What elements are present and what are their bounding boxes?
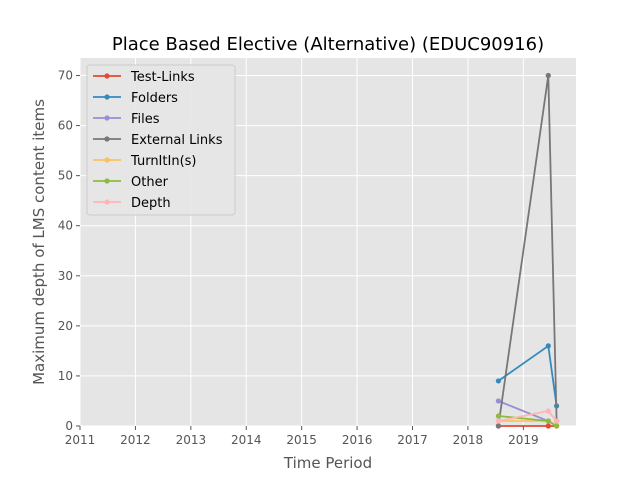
legend-marker bbox=[104, 136, 110, 142]
data-point bbox=[554, 418, 560, 424]
legend-label: Files bbox=[131, 112, 160, 127]
legend-marker bbox=[104, 73, 110, 79]
data-point bbox=[554, 423, 560, 429]
legend-label: TurnItIn(s) bbox=[130, 154, 196, 169]
legend-item: Files bbox=[93, 112, 160, 127]
data-point bbox=[545, 72, 551, 79]
x-tick-label: 2013 bbox=[176, 433, 207, 447]
legend-marker bbox=[104, 178, 110, 184]
data-point bbox=[495, 378, 502, 384]
legend-marker bbox=[104, 115, 110, 121]
legend-marker bbox=[104, 94, 110, 100]
x-tick-label: 2019 bbox=[508, 433, 539, 447]
legend-label: Folders bbox=[131, 91, 178, 106]
legend-item: External Links bbox=[93, 133, 223, 148]
x-tick-label: 2011 bbox=[65, 433, 96, 447]
y-tick-label: 0 bbox=[65, 419, 73, 433]
x-tick-label: 2018 bbox=[453, 433, 484, 447]
x-tick-label: 2012 bbox=[120, 433, 151, 447]
legend-label: External Links bbox=[131, 133, 223, 148]
y-axis-ticks: 0 10 20 30 40 50 60 70 bbox=[58, 69, 80, 433]
legend-item: Folders bbox=[93, 91, 178, 106]
x-tick-label: 2015 bbox=[286, 433, 317, 447]
legend-marker bbox=[104, 199, 110, 205]
x-axis-label: Time Period bbox=[283, 454, 372, 472]
data-point bbox=[545, 423, 551, 429]
data-point bbox=[545, 343, 551, 349]
legend-item: Test-Links bbox=[93, 70, 195, 85]
data-point bbox=[495, 423, 502, 429]
x-tick-label: 2016 bbox=[342, 433, 373, 447]
legend-label: Other bbox=[131, 175, 169, 190]
data-point bbox=[545, 418, 551, 424]
chart-title: Place Based Elective (Alternative) (EDUC… bbox=[112, 34, 544, 55]
series-depth bbox=[495, 408, 560, 424]
y-tick-label: 50 bbox=[58, 169, 73, 183]
grid-lines bbox=[79, 58, 576, 427]
data-point bbox=[495, 418, 502, 424]
legend-label: Depth bbox=[131, 196, 171, 211]
legend-marker bbox=[104, 157, 110, 163]
y-tick-label: 10 bbox=[58, 369, 73, 383]
data-point bbox=[495, 413, 502, 419]
x-tick-label: 2017 bbox=[397, 433, 428, 447]
y-tick-label: 20 bbox=[58, 319, 73, 333]
x-axis-ticks: 2011 2012 2013 2014 2015 2016 2017 2018 2019 bbox=[65, 426, 539, 447]
legend: Test-Links Folders Files External Links Turn… bbox=[86, 64, 236, 216]
y-tick-label: 40 bbox=[58, 219, 73, 233]
y-axis-label: Maximum depth of LMS content items bbox=[30, 99, 48, 385]
legend-label: Test-Links bbox=[130, 70, 195, 85]
data-point bbox=[495, 398, 502, 404]
x-tick-label: 2014 bbox=[231, 433, 262, 447]
series-layer bbox=[495, 72, 560, 429]
legend-item: Other bbox=[93, 175, 169, 190]
data-point bbox=[545, 408, 551, 414]
y-tick-label: 60 bbox=[58, 119, 73, 133]
legend-box bbox=[86, 64, 236, 216]
legend-item: Depth bbox=[93, 196, 171, 211]
y-tick-label: 70 bbox=[58, 69, 73, 83]
y-tick-label: 30 bbox=[58, 269, 73, 283]
legend-item: TurnItIn(s) bbox=[93, 154, 196, 169]
